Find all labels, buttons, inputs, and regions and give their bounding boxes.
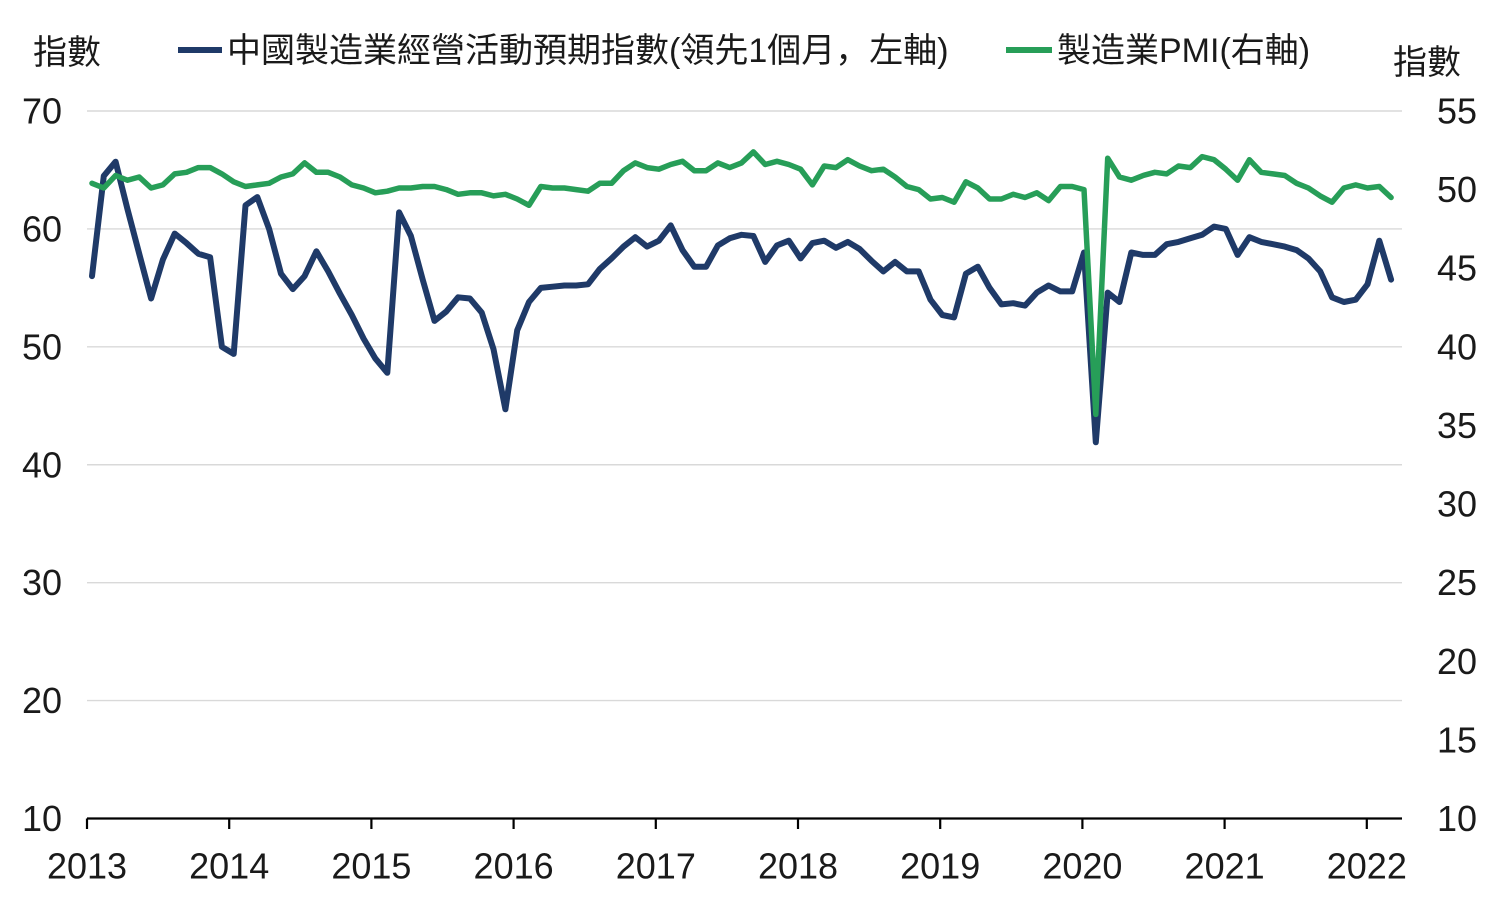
right-axis-tick-label: 30	[1437, 484, 1477, 525]
right-axis-tick-label: 15	[1437, 719, 1477, 760]
x-axis-label: 2021	[1185, 846, 1265, 887]
legend-label-expectations: 中國製造業經營活動預期指數(領先1個月，左軸)	[227, 32, 949, 70]
right-axis-tick-label: 55	[1437, 91, 1477, 132]
right-axis-tick-label: 25	[1437, 562, 1477, 603]
left-axis-tick-label: 10	[22, 798, 62, 839]
left-axis-title: 指數	[33, 34, 101, 72]
x-axis-label: 2019	[900, 846, 980, 887]
x-axis-label: 2013	[47, 846, 127, 887]
left-axis-tick-label: 70	[22, 91, 62, 132]
right-axis-tick-label: 20	[1437, 641, 1477, 682]
x-axis-label: 2018	[758, 846, 838, 887]
x-axis-label: 2014	[189, 846, 269, 887]
legend-label-pmi: 製造業PMI(右軸)	[1057, 32, 1310, 70]
left-axis-tick-label: 50	[22, 326, 62, 367]
left-axis-tick-label: 20	[22, 680, 62, 721]
right-axis-tick-label: 50	[1437, 169, 1477, 210]
right-axis-tick-label: 10	[1437, 798, 1477, 839]
series-line-pmi	[89, 149, 1394, 418]
x-axis-label: 2015	[331, 846, 411, 887]
right-axis-tick-label: 40	[1437, 326, 1477, 367]
x-axis-label: 2020	[1042, 846, 1122, 887]
left-axis-tick-label: 40	[22, 444, 62, 485]
series-line-expectations	[89, 158, 1395, 446]
right-axis-title: 指數	[1393, 44, 1461, 82]
right-axis-tick-label: 45	[1437, 248, 1477, 289]
left-axis-tick-label: 60	[22, 208, 62, 249]
x-axis-label: 2017	[616, 846, 696, 887]
legend: 中國製造業經營活動預期指數(領先1個月，左軸) 製造業PMI(右軸)	[178, 32, 1310, 70]
right-axis-tick-label: 35	[1437, 405, 1477, 446]
x-axis-label: 2016	[474, 846, 554, 887]
left-axis-tick-label: 30	[22, 562, 62, 603]
x-axis-label: 2022	[1327, 846, 1407, 887]
plot-area: 2013 2014 2015 2016 2017 2018 2019 2020 2021 2022…	[22, 91, 1477, 887]
